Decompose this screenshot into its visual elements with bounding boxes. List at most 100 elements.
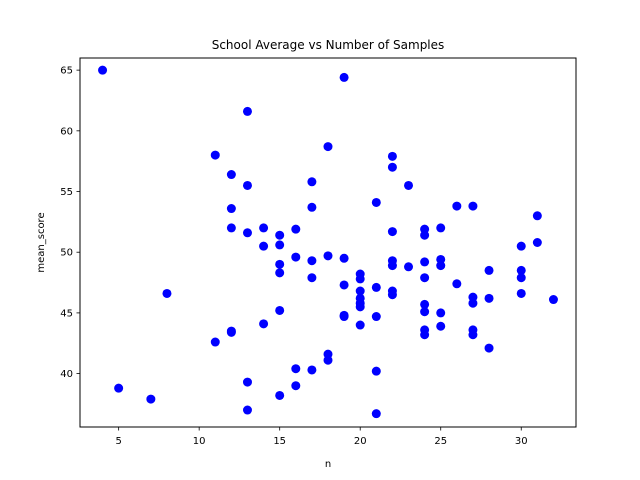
data-point [291,224,301,234]
data-point [259,241,269,251]
data-point [468,330,478,340]
data-point [275,240,285,250]
y-axis-label: mean_score [36,212,47,272]
data-point [307,202,317,212]
data-point [355,302,365,312]
data-point [275,390,285,400]
data-point [323,251,333,261]
x-tick-label: 5 [115,436,121,447]
data-point [404,262,414,272]
data-point [323,142,333,152]
data-point [210,337,220,347]
data-point [242,228,252,238]
data-point [210,150,220,160]
data-point [516,241,526,251]
data-point [291,381,301,391]
data-point [420,273,430,283]
data-point [114,383,124,393]
data-point [259,223,269,233]
data-point [404,180,414,190]
data-point [275,259,285,269]
data-point [436,321,446,331]
y-tick-label: 60 [60,126,73,137]
x-tick-label: 25 [434,436,447,447]
data-point [371,312,381,322]
data-point [339,280,349,290]
y-tick-label: 55 [60,187,73,198]
data-point [468,298,478,308]
data-point [516,288,526,298]
axis-ticks: 5 10 15 20 25 30 40 45 50 55 60 65 [60,66,527,447]
data-point [436,261,446,271]
data-point [355,320,365,330]
data-point [146,394,156,404]
y-tick-label: 50 [60,248,73,259]
data-point [259,319,269,329]
x-tick-label: 15 [273,436,286,447]
data-point [339,312,349,322]
data-point [516,273,526,283]
y-tick-label: 45 [60,308,73,319]
data-point [242,377,252,387]
data-point [387,227,397,237]
data-point [307,365,317,375]
data-point [452,279,462,289]
data-point [98,65,108,75]
data-point [420,230,430,240]
y-tick-label: 40 [60,369,73,380]
data-point [339,253,349,263]
data-point [307,177,317,187]
data-point [226,223,236,233]
data-point [436,308,446,318]
data-point [371,366,381,376]
x-tick-label: 30 [515,436,528,447]
data-point [275,268,285,278]
data-point [484,293,494,303]
x-axis-label: n [325,459,331,470]
data-point [355,274,365,284]
data-point [452,201,462,211]
data-point [371,409,381,419]
data-point [484,265,494,275]
data-point [436,223,446,233]
data-point [307,256,317,266]
data-point [371,282,381,292]
data-point [420,330,430,340]
data-point [420,299,430,309]
data-point [387,290,397,300]
data-point [532,238,542,247]
data-point [226,204,236,214]
data-point [275,230,285,240]
x-tick-label: 20 [354,436,367,447]
data-point [532,211,542,221]
data-point [323,355,333,365]
data-point [484,343,494,353]
data-point [371,197,381,207]
plot-frame [79,57,577,428]
data-point [226,170,236,180]
data-point [291,252,301,262]
data-point [420,257,430,267]
data-point [226,327,236,337]
data-points [98,65,558,419]
data-point [275,305,285,315]
data-point [355,286,365,296]
data-point [242,106,252,116]
data-point [162,288,172,298]
data-point [548,295,558,305]
data-point [468,201,478,211]
x-tick-label: 10 [193,436,206,447]
data-point [242,405,252,415]
data-point [339,72,349,82]
chart-title: School Average vs Number of Samples [212,38,445,52]
data-point [387,261,397,271]
y-tick-label: 65 [60,66,73,77]
data-point [387,151,397,161]
data-point [242,180,252,190]
data-point [387,162,397,172]
data-point [420,307,430,317]
data-point [307,273,317,283]
data-point [516,265,526,275]
data-point [291,364,301,374]
